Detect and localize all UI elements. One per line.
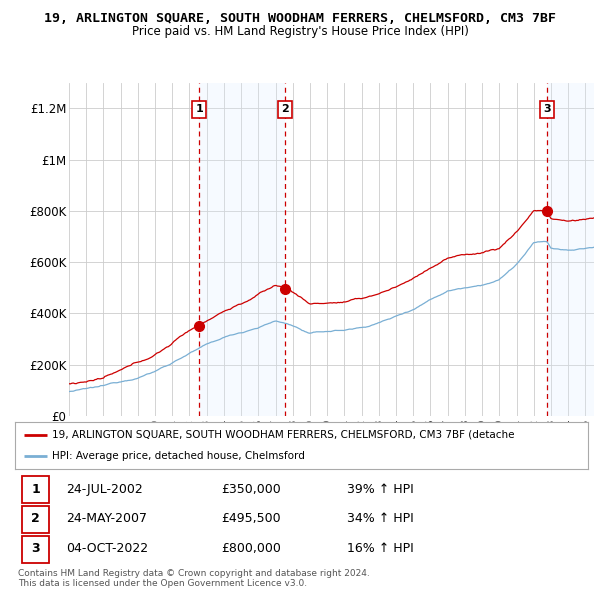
FancyBboxPatch shape <box>22 536 49 563</box>
Text: 24-JUL-2002: 24-JUL-2002 <box>67 483 143 496</box>
Text: Contains HM Land Registry data © Crown copyright and database right 2024.
This d: Contains HM Land Registry data © Crown c… <box>18 569 370 588</box>
Text: 04-OCT-2022: 04-OCT-2022 <box>67 542 149 555</box>
Text: 24-MAY-2007: 24-MAY-2007 <box>67 512 148 525</box>
Text: 2: 2 <box>281 104 289 114</box>
Text: Price paid vs. HM Land Registry's House Price Index (HPI): Price paid vs. HM Land Registry's House … <box>131 25 469 38</box>
Text: 1: 1 <box>31 483 40 496</box>
Text: 1: 1 <box>195 104 203 114</box>
Text: £495,500: £495,500 <box>221 512 281 525</box>
Bar <box>199 83 285 416</box>
Text: £800,000: £800,000 <box>221 542 281 555</box>
Text: 34% ↑ HPI: 34% ↑ HPI <box>347 512 414 525</box>
FancyBboxPatch shape <box>22 506 49 533</box>
Text: £350,000: £350,000 <box>221 483 281 496</box>
Text: 39% ↑ HPI: 39% ↑ HPI <box>347 483 414 496</box>
Text: 19, ARLINGTON SQUARE, SOUTH WOODHAM FERRERS, CHELMSFORD, CM3 7BF: 19, ARLINGTON SQUARE, SOUTH WOODHAM FERR… <box>44 12 556 25</box>
Text: 3: 3 <box>543 104 550 114</box>
Bar <box>547 83 594 416</box>
Text: HPI: Average price, detached house, Chelmsford: HPI: Average price, detached house, Chel… <box>52 451 305 461</box>
Text: 19, ARLINGTON SQUARE, SOUTH WOODHAM FERRERS, CHELMSFORD, CM3 7BF (detache: 19, ARLINGTON SQUARE, SOUTH WOODHAM FERR… <box>52 430 515 440</box>
Text: 16% ↑ HPI: 16% ↑ HPI <box>347 542 414 555</box>
Bar <box>547 83 594 416</box>
Text: 3: 3 <box>31 542 40 555</box>
Text: 2: 2 <box>31 512 40 525</box>
FancyBboxPatch shape <box>22 476 49 503</box>
